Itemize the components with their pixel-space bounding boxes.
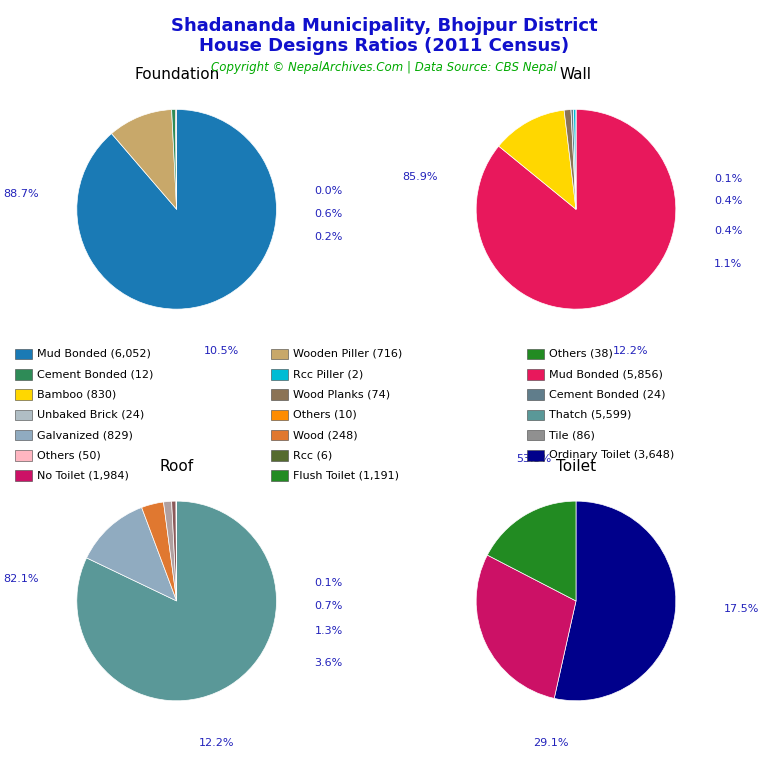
FancyBboxPatch shape xyxy=(15,409,32,420)
Text: 1.3%: 1.3% xyxy=(314,626,343,636)
Text: 0.0%: 0.0% xyxy=(314,187,343,197)
Text: Shadananda Municipality, Bhojpur District: Shadananda Municipality, Bhojpur Distric… xyxy=(170,17,598,35)
FancyBboxPatch shape xyxy=(528,389,545,400)
Wedge shape xyxy=(164,502,177,601)
Wedge shape xyxy=(77,109,276,309)
Text: 10.5%: 10.5% xyxy=(204,346,239,356)
Text: 53.5%: 53.5% xyxy=(516,454,551,464)
Text: 12.2%: 12.2% xyxy=(199,738,234,748)
Wedge shape xyxy=(171,110,177,209)
FancyBboxPatch shape xyxy=(15,450,32,461)
FancyBboxPatch shape xyxy=(271,430,288,440)
Text: Wood (248): Wood (248) xyxy=(293,430,357,440)
Wedge shape xyxy=(564,110,576,209)
FancyBboxPatch shape xyxy=(15,349,32,359)
Wedge shape xyxy=(554,501,676,700)
Text: Others (10): Others (10) xyxy=(293,410,356,420)
Text: Bamboo (830): Bamboo (830) xyxy=(37,389,116,399)
Text: 0.2%: 0.2% xyxy=(314,232,343,242)
Text: 1.1%: 1.1% xyxy=(713,259,742,270)
Text: Copyright © NepalArchives.Com | Data Source: CBS Nepal: Copyright © NepalArchives.Com | Data Sou… xyxy=(211,61,557,74)
Wedge shape xyxy=(111,110,177,209)
Text: 0.6%: 0.6% xyxy=(314,209,343,220)
Wedge shape xyxy=(574,109,576,209)
Wedge shape xyxy=(476,109,676,309)
Wedge shape xyxy=(77,501,276,700)
FancyBboxPatch shape xyxy=(528,349,545,359)
Title: Foundation: Foundation xyxy=(134,67,220,82)
Wedge shape xyxy=(87,508,177,601)
Text: 0.4%: 0.4% xyxy=(713,197,742,207)
Text: Cement Bonded (12): Cement Bonded (12) xyxy=(37,369,154,379)
Text: 0.1%: 0.1% xyxy=(314,578,343,588)
FancyBboxPatch shape xyxy=(271,450,288,461)
Wedge shape xyxy=(571,110,576,209)
Text: Flush Toilet (1,191): Flush Toilet (1,191) xyxy=(293,471,399,481)
FancyBboxPatch shape xyxy=(271,409,288,420)
FancyBboxPatch shape xyxy=(528,369,545,379)
Text: 0.7%: 0.7% xyxy=(314,601,343,611)
Text: Wooden Piller (716): Wooden Piller (716) xyxy=(293,349,402,359)
FancyBboxPatch shape xyxy=(15,430,32,440)
Text: No Toilet (1,984): No Toilet (1,984) xyxy=(37,471,129,481)
Title: Roof: Roof xyxy=(160,458,194,474)
Text: House Designs Ratios (2011 Census): House Designs Ratios (2011 Census) xyxy=(199,37,569,55)
Wedge shape xyxy=(175,109,177,209)
Text: Wood Planks (74): Wood Planks (74) xyxy=(293,389,390,399)
Text: 12.2%: 12.2% xyxy=(613,346,649,356)
FancyBboxPatch shape xyxy=(15,389,32,400)
Text: Galvanized (829): Galvanized (829) xyxy=(37,430,133,440)
Text: Thatch (5,599): Thatch (5,599) xyxy=(549,410,631,420)
Wedge shape xyxy=(498,110,576,209)
Wedge shape xyxy=(141,502,177,601)
Text: 88.7%: 88.7% xyxy=(3,189,39,200)
FancyBboxPatch shape xyxy=(271,349,288,359)
Text: 0.1%: 0.1% xyxy=(713,174,742,184)
Text: Mud Bonded (6,052): Mud Bonded (6,052) xyxy=(37,349,151,359)
Text: 0.4%: 0.4% xyxy=(713,227,742,237)
Wedge shape xyxy=(476,555,576,698)
Text: Others (38): Others (38) xyxy=(549,349,613,359)
FancyBboxPatch shape xyxy=(271,471,288,481)
Text: 85.9%: 85.9% xyxy=(402,172,439,182)
Wedge shape xyxy=(171,502,177,601)
Text: Tile (86): Tile (86) xyxy=(549,430,594,440)
Wedge shape xyxy=(488,501,576,601)
Text: Unbaked Brick (24): Unbaked Brick (24) xyxy=(37,410,144,420)
Text: 3.6%: 3.6% xyxy=(314,658,343,668)
Text: Rcc (6): Rcc (6) xyxy=(293,450,332,461)
FancyBboxPatch shape xyxy=(15,369,32,379)
Title: Wall: Wall xyxy=(560,67,592,82)
FancyBboxPatch shape xyxy=(528,450,545,461)
Text: Rcc Piller (2): Rcc Piller (2) xyxy=(293,369,363,379)
Text: 29.1%: 29.1% xyxy=(533,738,569,748)
FancyBboxPatch shape xyxy=(271,369,288,379)
Text: Cement Bonded (24): Cement Bonded (24) xyxy=(549,389,665,399)
Text: Mud Bonded (5,856): Mud Bonded (5,856) xyxy=(549,369,663,379)
FancyBboxPatch shape xyxy=(528,409,545,420)
Text: 17.5%: 17.5% xyxy=(723,604,759,614)
Text: 82.1%: 82.1% xyxy=(3,574,39,584)
Text: Ordinary Toilet (3,648): Ordinary Toilet (3,648) xyxy=(549,450,674,461)
FancyBboxPatch shape xyxy=(271,389,288,400)
FancyBboxPatch shape xyxy=(528,430,545,440)
FancyBboxPatch shape xyxy=(15,471,32,481)
Title: Toilet: Toilet xyxy=(556,458,596,474)
Text: Others (50): Others (50) xyxy=(37,450,101,461)
